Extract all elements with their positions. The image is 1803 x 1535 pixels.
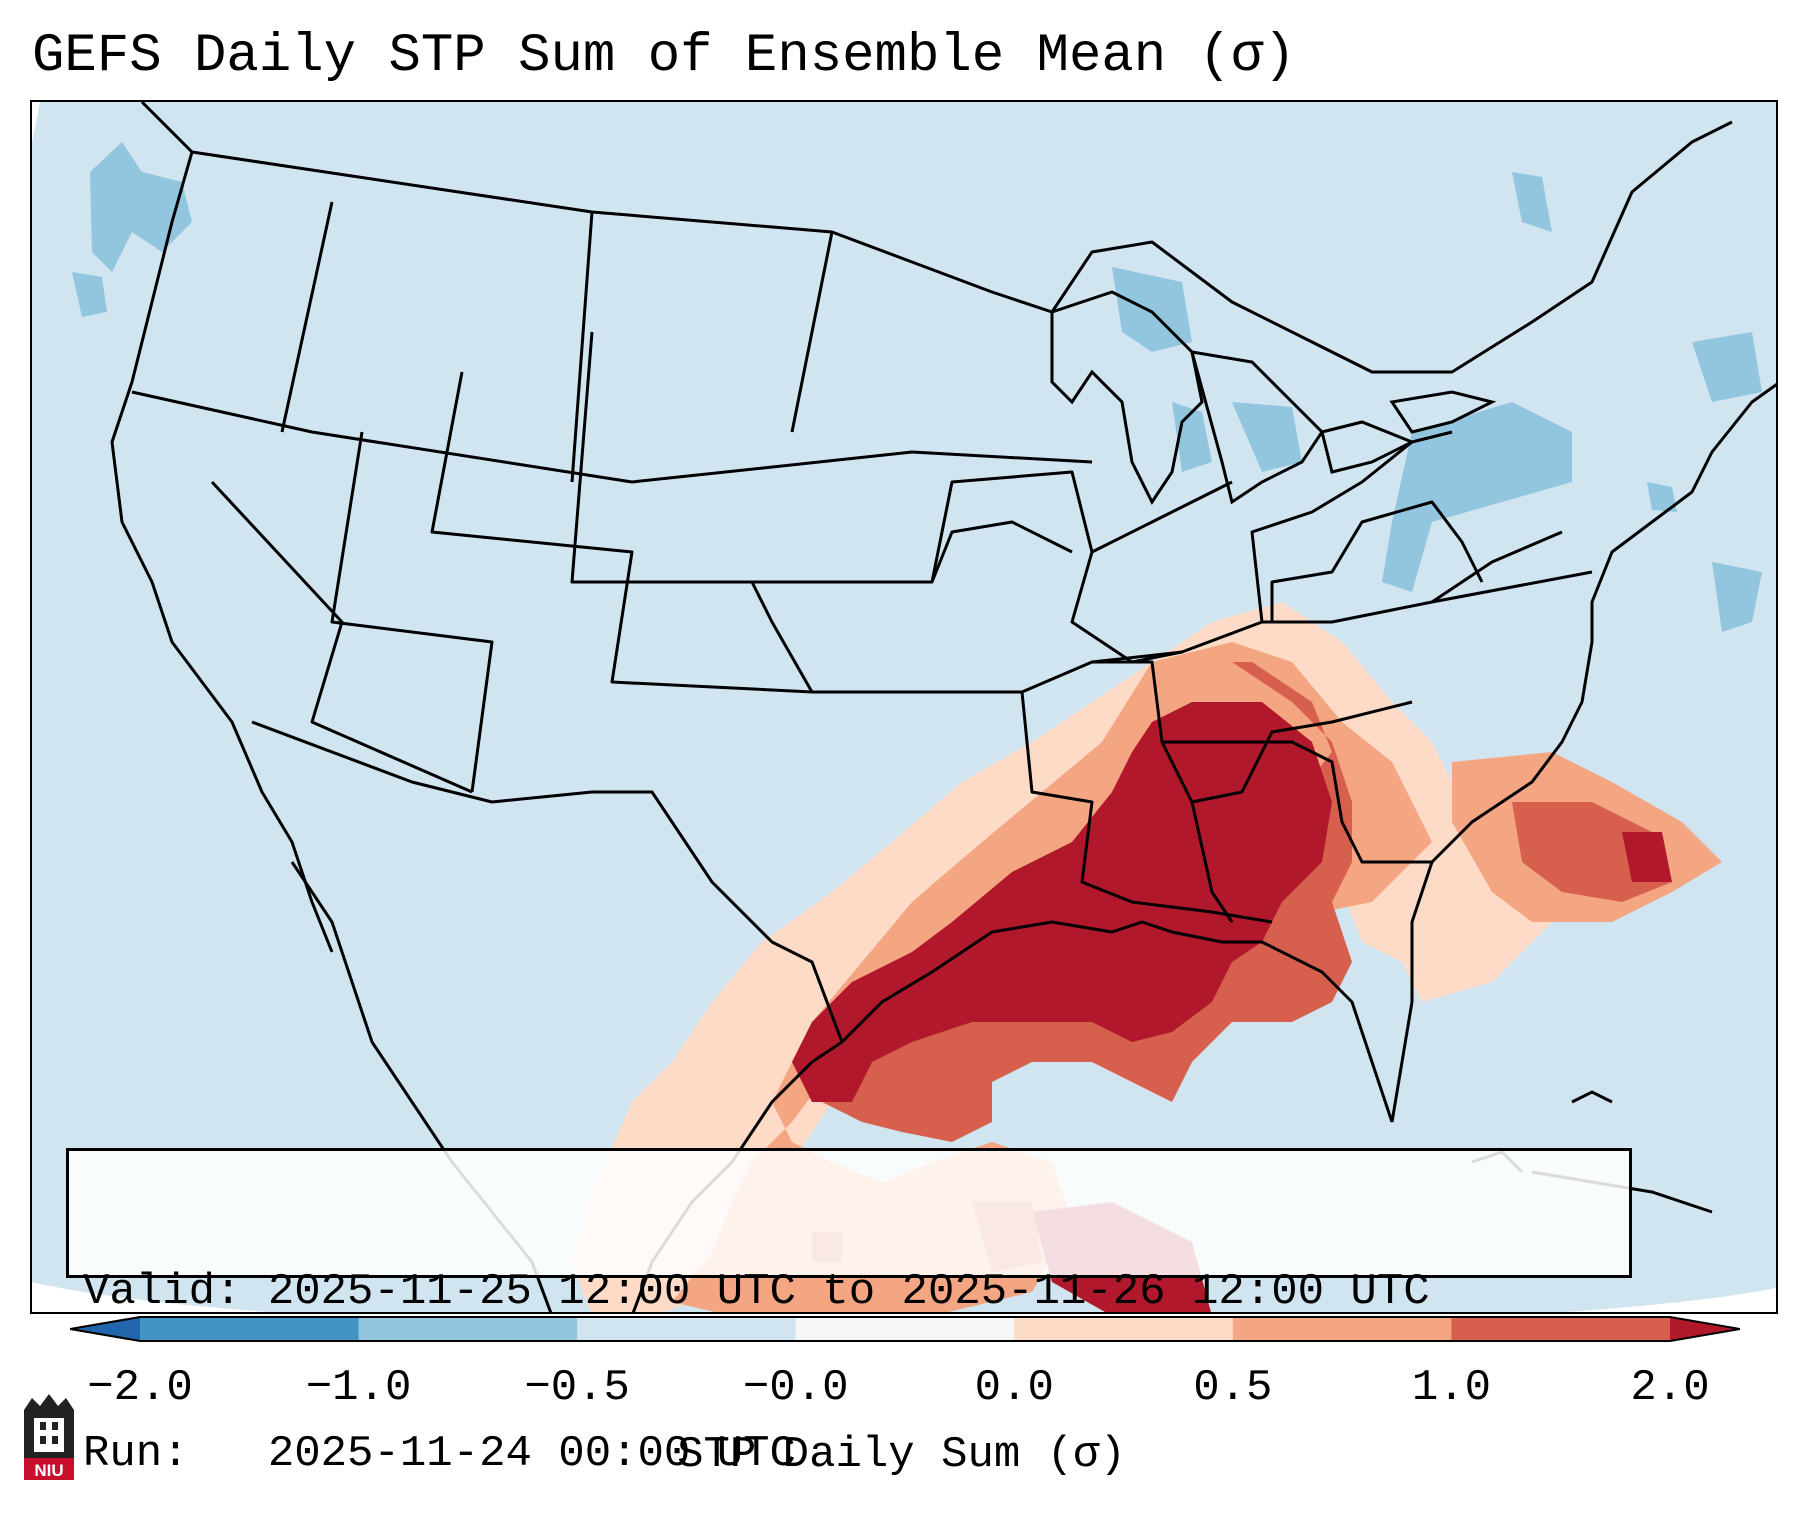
map-canvas	[32, 102, 1776, 1312]
figure-title: GEFS Daily STP Sum of Ensemble Mean (σ)	[32, 26, 1296, 87]
political-boundaries	[110, 102, 1776, 1123]
us-mexico-border	[251, 720, 844, 1043]
colorbar-tick-label: −0.5	[524, 1363, 630, 1413]
colorbar-tick-label: 0.5	[1193, 1363, 1273, 1413]
colorbar-svg	[70, 1316, 1740, 1342]
run-value: 2025-11-24 00:00 UTC	[267, 1429, 796, 1479]
colorbar-segment	[358, 1317, 578, 1341]
colorbar-tick-label: −1.0	[305, 1363, 412, 1413]
gulf-coast	[840, 920, 1394, 1123]
valid-run-info-box: Valid: 2025-11-25 12:00 UTC to 2025-11-2…	[66, 1148, 1632, 1479]
colorbar-segment	[1451, 1317, 1671, 1341]
run-row: Run: 2025-11-24 00:00 UTC	[83, 1427, 1629, 1481]
atlantic-coast	[1390, 383, 1776, 1123]
colorbar-tick-label: −2.0	[87, 1363, 193, 1413]
valid-row: Valid: 2025-11-25 12:00 UTC to 2025-11-2…	[83, 1265, 1629, 1319]
niu-logo: NIU	[20, 1392, 78, 1484]
colorbar-tick-label: 1.0	[1411, 1363, 1492, 1413]
colorbar-extend-low	[70, 1317, 140, 1341]
colorbar-segment	[140, 1317, 360, 1341]
colorbar-tick-label: 2.0	[1630, 1363, 1710, 1413]
map-panel	[30, 100, 1778, 1314]
colorbar-tick-label: −0.0	[742, 1363, 849, 1413]
colorbar-label: STP Daily Sum (σ)	[677, 1430, 1126, 1480]
great-lakes	[1050, 290, 1497, 505]
colorbar-segment	[795, 1317, 1015, 1341]
negative-anomaly-patches	[72, 142, 1762, 632]
svg-text:NIU: NIU	[34, 1461, 63, 1480]
colorbar-extend-high	[1670, 1317, 1740, 1341]
niu-logo-graphic: NIU	[24, 1394, 74, 1480]
valid-value: 2025-11-25 12:00 UTC to 2025-11-26 12:00…	[267, 1267, 1430, 1317]
colorbar-segment	[1232, 1317, 1452, 1341]
valid-label: Valid:	[83, 1267, 242, 1317]
colorbar-segment	[577, 1317, 797, 1341]
colorbar-segment	[1014, 1317, 1234, 1341]
colorbar-tick-label: 0.0	[974, 1363, 1054, 1413]
colorbar	[70, 1316, 1740, 1342]
pacific-coast	[110, 151, 334, 953]
run-label: Run:	[83, 1429, 189, 1479]
projection-domain	[32, 102, 1776, 1312]
